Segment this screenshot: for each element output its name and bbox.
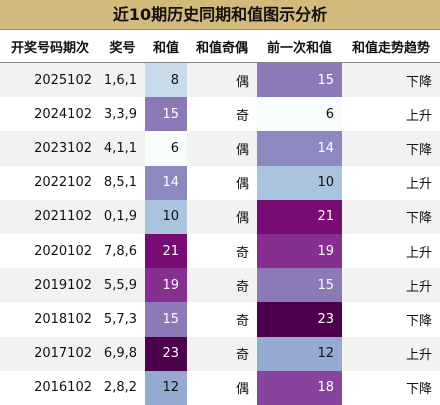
table-row: 2016102 2,8,2 12 偶 18 下降 [0,370,440,405]
table-cell: 2016102 [34,380,92,396]
sum-cell: 19 [145,268,187,303]
header-cell: 奖号 [109,40,136,56]
table-cell: 偶 [235,177,249,193]
table-row: 2023102 4,1,1 6 偶 14 下降 [0,131,440,166]
table-cell: 0,1,9 [103,209,137,225]
sum-cell: 12 [257,336,342,371]
header-cell: 和值走势趋势 [351,40,430,56]
table-cell: 7,8,6 [103,243,137,259]
sum-cell: 8 [145,63,187,98]
header-cell: 开奖号码期次 [10,40,89,56]
table-cell: 5,7,3 [103,312,137,328]
table-cell: 2,8,2 [103,380,137,396]
header-cell: 和值 [152,40,179,56]
sum-cell: 23 [145,336,187,371]
table-cell: 2025102 [34,72,92,88]
table-cell: 2020102 [34,243,92,259]
sum-cell: 21 [257,199,342,235]
header-cell: 前一次和值 [266,40,332,56]
header-row: 开奖号码期次 奖号 和值 和值奇偶 前一次和值 和值走势趋势 [0,30,440,63]
table-cell: 奇 [235,279,249,295]
table-cell: 下降 [405,211,432,227]
sum-cell: 10 [145,199,187,235]
sum-cell: 14 [145,165,187,200]
table-row: 2020102 7,8,6 21 奇 19 上升 [0,234,440,269]
table-row: 2019102 5,5,9 19 奇 15 上升 [0,268,440,303]
table-row: 2022102 8,5,1 14 偶 10 上升 [0,165,440,200]
sum-cell: 18 [257,370,342,405]
sum-cell: 15 [145,97,187,132]
table-row: 2018102 5,7,3 15 奇 23 下降 [0,302,440,337]
table-cell: 1,6,1 [103,72,137,88]
table-cell: 6,9,8 [103,346,137,362]
table-cell: 下降 [405,143,432,158]
table-cell: 奇 [235,314,249,330]
sum-cell: 14 [257,131,342,166]
table-cell: 下降 [405,314,432,330]
table-cell: 2022102 [34,175,92,191]
table-cell: 奇 [235,348,249,364]
table-cell: 下降 [405,74,432,90]
table-row: 2024102 3,3,9 15 奇 6 上升 [0,97,440,132]
table-cell: 偶 [235,143,249,158]
sum-cell: 23 [257,302,342,337]
table-cell: 5,5,9 [103,277,137,293]
table-cell: 2018102 [34,312,92,328]
table-cell: 2021102 [34,209,92,225]
table-cell: 3,3,9 [103,106,137,122]
table-cell: 奇 [235,108,249,124]
table-cell: 上升 [405,245,432,261]
table-row: 2017102 6,9,8 23 奇 12 上升 [0,336,440,371]
table-title: 近10期历史同期和值图示分析 [0,0,440,30]
header-cell: 和值奇偶 [195,40,248,56]
table-row: 2025102 1,6,1 8 偶 15 下降 [0,63,440,98]
sum-cell: 10 [257,165,342,200]
table-body: 2025102 1,6,1 8 偶 15 下降 2024102 3,3,9 15 奇 6 上升 2023… [0,63,440,405]
table-cell: 上升 [405,177,432,193]
sum-cell: 6 [257,97,342,132]
table-cell: 2023102 [34,141,92,156]
sum-cell: 15 [257,268,342,303]
table-cell: 下降 [405,382,432,398]
table-cell: 偶 [235,74,249,90]
table-cell: 上升 [405,108,432,124]
sum-cell: 6 [145,131,187,166]
table-cell: 偶 [235,211,249,227]
table-cell: 奇 [235,245,249,261]
table-row: 2021102 0,1,9 10 偶 21 下降 [0,199,440,235]
table-cell: 上升 [405,279,432,295]
table-cell: 2019102 [34,277,92,293]
table-cell: 8,5,1 [103,175,137,191]
table-cell: 2024102 [34,106,92,122]
table-cell: 上升 [405,348,432,364]
sum-cell: 15 [145,302,187,337]
sum-cell: 15 [257,63,342,98]
sum-cell: 19 [257,234,342,269]
table-cell: 偶 [235,382,249,398]
sum-cell: 12 [145,370,187,405]
table-cell: 4,1,1 [103,141,137,156]
sum-cell: 21 [145,234,187,269]
table-cell: 2017102 [34,346,92,362]
